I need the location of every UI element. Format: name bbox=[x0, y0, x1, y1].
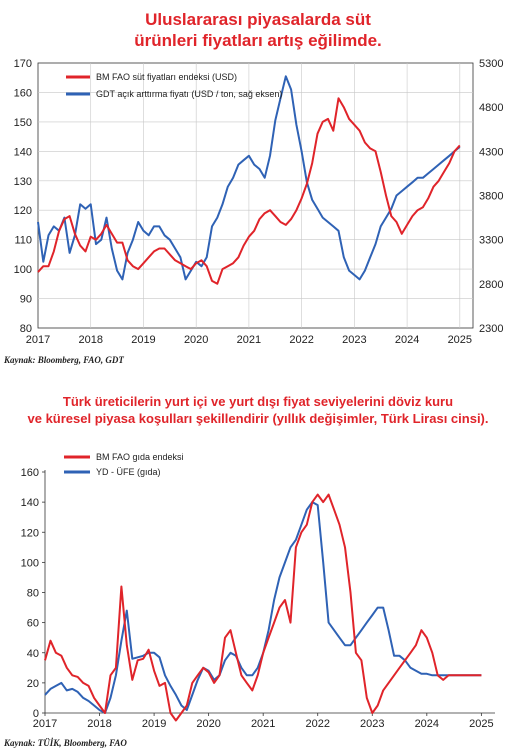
chart2-x-tick: 2019 bbox=[142, 718, 166, 730]
chart1-x-tick: 2025 bbox=[448, 334, 472, 346]
chart2-y-tick: 80 bbox=[27, 588, 39, 600]
chart1-legend-gdt-label: GDT açık arttırma fiyatı (USD / ton, sağ… bbox=[96, 89, 282, 99]
chart2-y-tick: 160 bbox=[21, 467, 39, 479]
chart2-x-tick: 2020 bbox=[196, 718, 220, 730]
chart2-x-tick: 2023 bbox=[360, 718, 384, 730]
chart2-y-tick: 0 bbox=[33, 708, 39, 720]
chart1-y-left-tick: 80 bbox=[20, 323, 32, 335]
chart2-title-line1: Türk üreticilerin yurt içi ve yurt dışı … bbox=[62, 394, 454, 409]
chart2-y-tick: 100 bbox=[21, 557, 39, 569]
chart1-y-right-tick: 4300 bbox=[479, 146, 503, 158]
chart1-x-tick: 2020 bbox=[184, 334, 208, 346]
chart1-y-right-tick: 2300 bbox=[479, 323, 503, 335]
chart2-x-tick: 2022 bbox=[305, 718, 329, 730]
chart2-title-line2: ve küresel piyasa koşulları şekillendiri… bbox=[27, 411, 489, 426]
chart1-svg: 80 90 100 110 120 130 140 150 160 170 2300 2800 3300… bbox=[14, 58, 504, 346]
chart1-title-line1: Uluslararası piyasalarda süt bbox=[145, 10, 371, 29]
chart2-series-fao-line bbox=[44, 493, 482, 722]
chart1-y-left-tick: 150 bbox=[14, 117, 32, 129]
chart1-title-line2: ürünleri fiyatları artış eğilimde. bbox=[134, 31, 382, 50]
chart2-y-tick: 120 bbox=[21, 527, 39, 539]
chart1-y-right-tick: 2800 bbox=[479, 279, 503, 291]
chart2-x-tick: 2018 bbox=[87, 718, 111, 730]
chart2-x-tick: 2025 bbox=[469, 718, 493, 730]
chart1-source: Kaynak: Bloomberg, FAO, GDT bbox=[4, 355, 124, 365]
chart2-x-tick: 2017 bbox=[33, 718, 57, 730]
chart2-y-tick: 140 bbox=[21, 497, 39, 509]
chart1-y-left-tick: 170 bbox=[14, 58, 32, 70]
chart2-legend-fao-label: BM FAO gıda endeksi bbox=[96, 452, 184, 462]
chart1-x-tick: 2024 bbox=[395, 334, 419, 346]
chart2-y-tick: 20 bbox=[27, 678, 39, 690]
chart1-legend-fao-label: BM FAO süt fiyatları endeksi (USD) bbox=[96, 72, 237, 82]
chart1-y-right-tick: 5300 bbox=[479, 58, 503, 70]
chart1-series-fao-line bbox=[37, 97, 461, 285]
chart1-y-left-tick: 160 bbox=[14, 87, 32, 99]
chart1-y-right-tick: 3300 bbox=[479, 235, 503, 247]
chart1-y-right-tick: 3800 bbox=[479, 191, 503, 203]
chart1-x-tick: 2019 bbox=[131, 334, 155, 346]
chart1-y-left-tick: 140 bbox=[14, 146, 32, 158]
chart1-y-left-tick: 100 bbox=[14, 264, 32, 276]
chart1-y-right-tick: 4800 bbox=[479, 102, 503, 114]
chart1-frame bbox=[37, 62, 474, 329]
chart2-y-tick: 60 bbox=[27, 618, 39, 630]
chart1-x-tick: 2023 bbox=[342, 334, 366, 346]
chart1-y-left-tick: 120 bbox=[14, 205, 32, 217]
chart2-x-tick: 2021 bbox=[251, 718, 275, 730]
chart2-legend-ufe-label: YD - ÜFE (gıda) bbox=[96, 467, 161, 477]
chart2-y-tick: 40 bbox=[27, 648, 39, 660]
chart2-source: Kaynak: TÜİK, Bloomberg, FAO bbox=[4, 738, 127, 748]
chart1-y-left-tick: 110 bbox=[14, 235, 32, 247]
chart1-x-tick: 2021 bbox=[237, 334, 261, 346]
chart1-x-tick: 2022 bbox=[289, 334, 313, 346]
chart1-x-tick: 2017 bbox=[26, 334, 50, 346]
chart1-y-left-tick: 130 bbox=[14, 176, 32, 188]
chart1-y-left-tick: 90 bbox=[20, 294, 32, 306]
chart1-x-tick: 2018 bbox=[78, 334, 102, 346]
chart2-x-tick: 2024 bbox=[415, 718, 439, 730]
